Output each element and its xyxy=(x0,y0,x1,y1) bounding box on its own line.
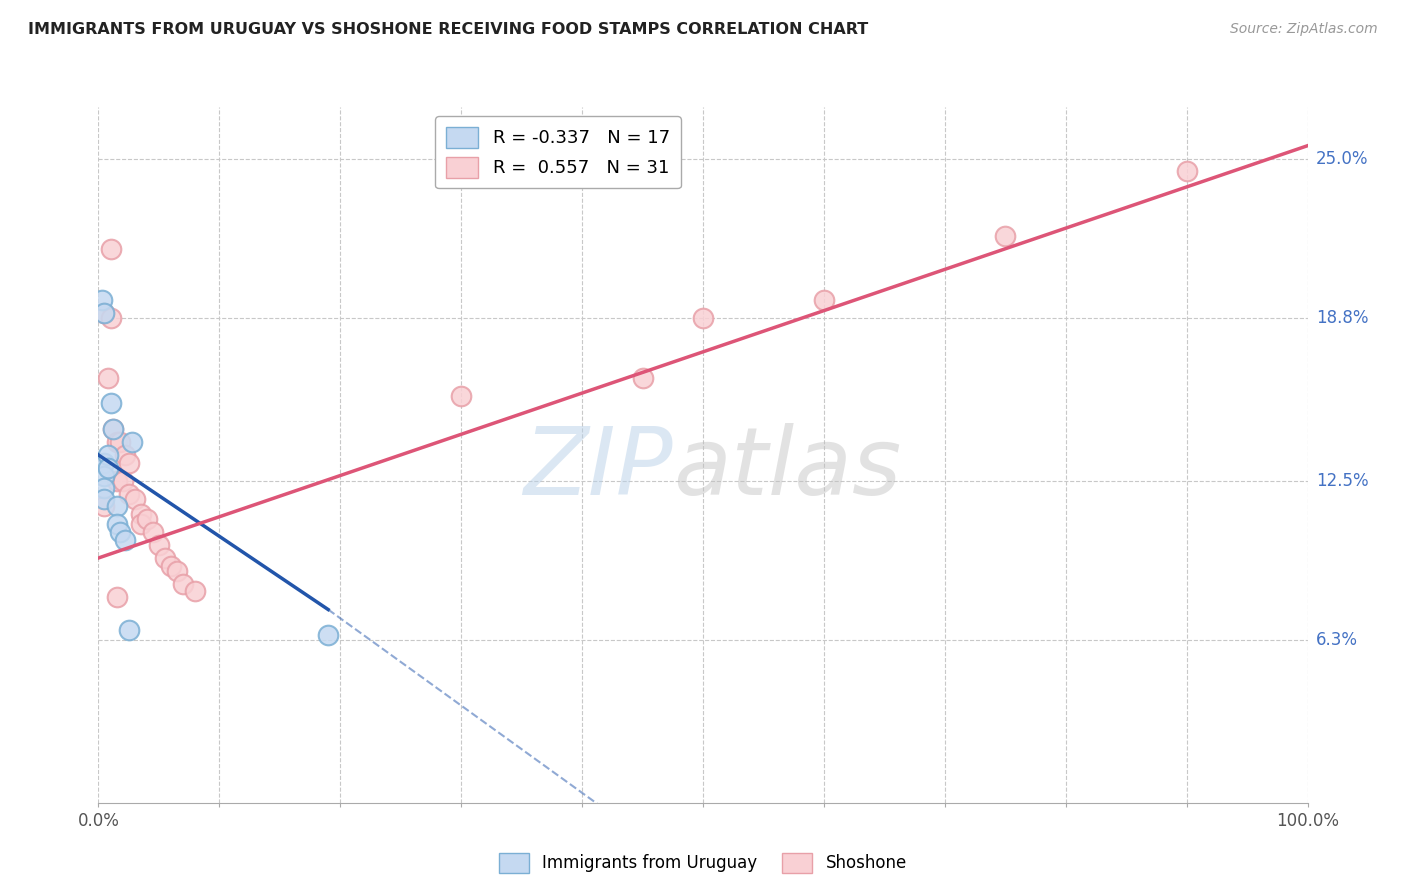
Point xyxy=(813,293,835,308)
Point xyxy=(118,623,141,637)
Point xyxy=(160,558,183,573)
Text: 6.3%: 6.3% xyxy=(1316,632,1358,649)
Point xyxy=(93,482,115,496)
Point xyxy=(91,293,114,308)
Point xyxy=(93,500,115,514)
Point xyxy=(108,435,131,450)
Text: 25.0%: 25.0% xyxy=(1316,150,1368,168)
Point xyxy=(153,551,176,566)
Point xyxy=(129,507,152,521)
Point xyxy=(172,576,194,591)
Point xyxy=(692,311,714,326)
Point xyxy=(100,242,122,256)
Point xyxy=(105,590,128,604)
Point xyxy=(166,564,188,578)
Point xyxy=(124,491,146,506)
Text: atlas: atlas xyxy=(672,424,901,515)
Point xyxy=(108,525,131,540)
Point xyxy=(118,456,141,470)
Point xyxy=(129,517,152,532)
Point xyxy=(105,474,128,488)
Point xyxy=(184,584,207,599)
Point xyxy=(97,460,120,475)
Point xyxy=(114,533,136,547)
Point xyxy=(148,538,170,552)
Point xyxy=(105,517,128,532)
Point xyxy=(994,228,1017,243)
Point xyxy=(111,474,134,488)
Point xyxy=(316,628,339,642)
Point xyxy=(631,370,654,384)
Text: ZIP: ZIP xyxy=(523,424,672,515)
Point xyxy=(100,311,122,326)
Point xyxy=(142,525,165,540)
Point xyxy=(118,486,141,500)
Point xyxy=(93,456,115,470)
Point xyxy=(97,448,120,462)
Point xyxy=(97,370,120,384)
Point xyxy=(93,306,115,320)
Point xyxy=(135,512,157,526)
Point xyxy=(105,500,128,514)
Legend: Immigrants from Uruguay, Shoshone: Immigrants from Uruguay, Shoshone xyxy=(492,847,914,880)
Text: 18.8%: 18.8% xyxy=(1316,310,1368,327)
Point xyxy=(121,435,143,450)
Point xyxy=(93,306,115,320)
Point xyxy=(105,435,128,450)
Point xyxy=(101,422,124,436)
Point xyxy=(93,491,115,506)
Point xyxy=(450,389,472,403)
Legend: R = -0.337   N = 17, R =  0.557   N = 31: R = -0.337 N = 17, R = 0.557 N = 31 xyxy=(434,116,681,188)
Point xyxy=(114,448,136,462)
Point xyxy=(1175,164,1198,178)
Text: 12.5%: 12.5% xyxy=(1316,472,1368,490)
Point xyxy=(101,422,124,436)
Text: IMMIGRANTS FROM URUGUAY VS SHOSHONE RECEIVING FOOD STAMPS CORRELATION CHART: IMMIGRANTS FROM URUGUAY VS SHOSHONE RECE… xyxy=(28,22,869,37)
Text: Source: ZipAtlas.com: Source: ZipAtlas.com xyxy=(1230,22,1378,37)
Point xyxy=(93,468,115,483)
Point xyxy=(100,396,122,410)
